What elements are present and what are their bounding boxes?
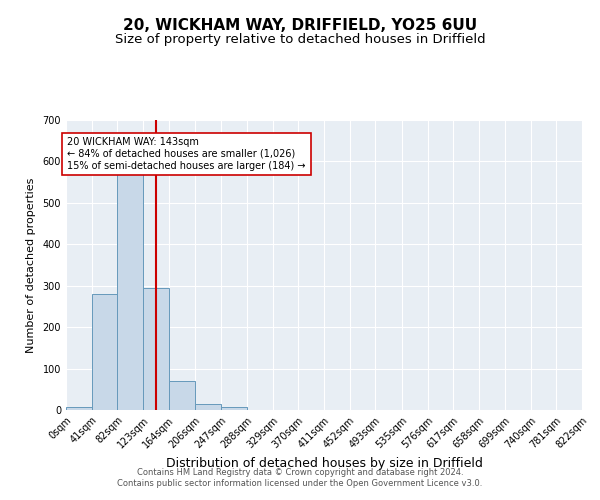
Bar [196, 404, 221, 410]
Text: Contains HM Land Registry data © Crown copyright and database right 2024.
Contai: Contains HM Land Registry data © Crown c… [118, 468, 482, 487]
Text: 20, WICKHAM WAY, DRIFFIELD, YO25 6UU: 20, WICKHAM WAY, DRIFFIELD, YO25 6UU [123, 18, 477, 32]
Bar [118, 174, 143, 410]
Bar [221, 406, 247, 410]
Bar [169, 381, 196, 410]
Y-axis label: Number of detached properties: Number of detached properties [26, 178, 35, 352]
Bar [143, 288, 169, 410]
Text: 20 WICKHAM WAY: 143sqm
← 84% of detached houses are smaller (1,026)
15% of semi-: 20 WICKHAM WAY: 143sqm ← 84% of detached… [67, 138, 306, 170]
X-axis label: Distribution of detached houses by size in Driffield: Distribution of detached houses by size … [166, 456, 482, 469]
Text: Size of property relative to detached houses in Driffield: Size of property relative to detached ho… [115, 32, 485, 46]
Bar [66, 407, 92, 410]
Bar [92, 294, 118, 410]
